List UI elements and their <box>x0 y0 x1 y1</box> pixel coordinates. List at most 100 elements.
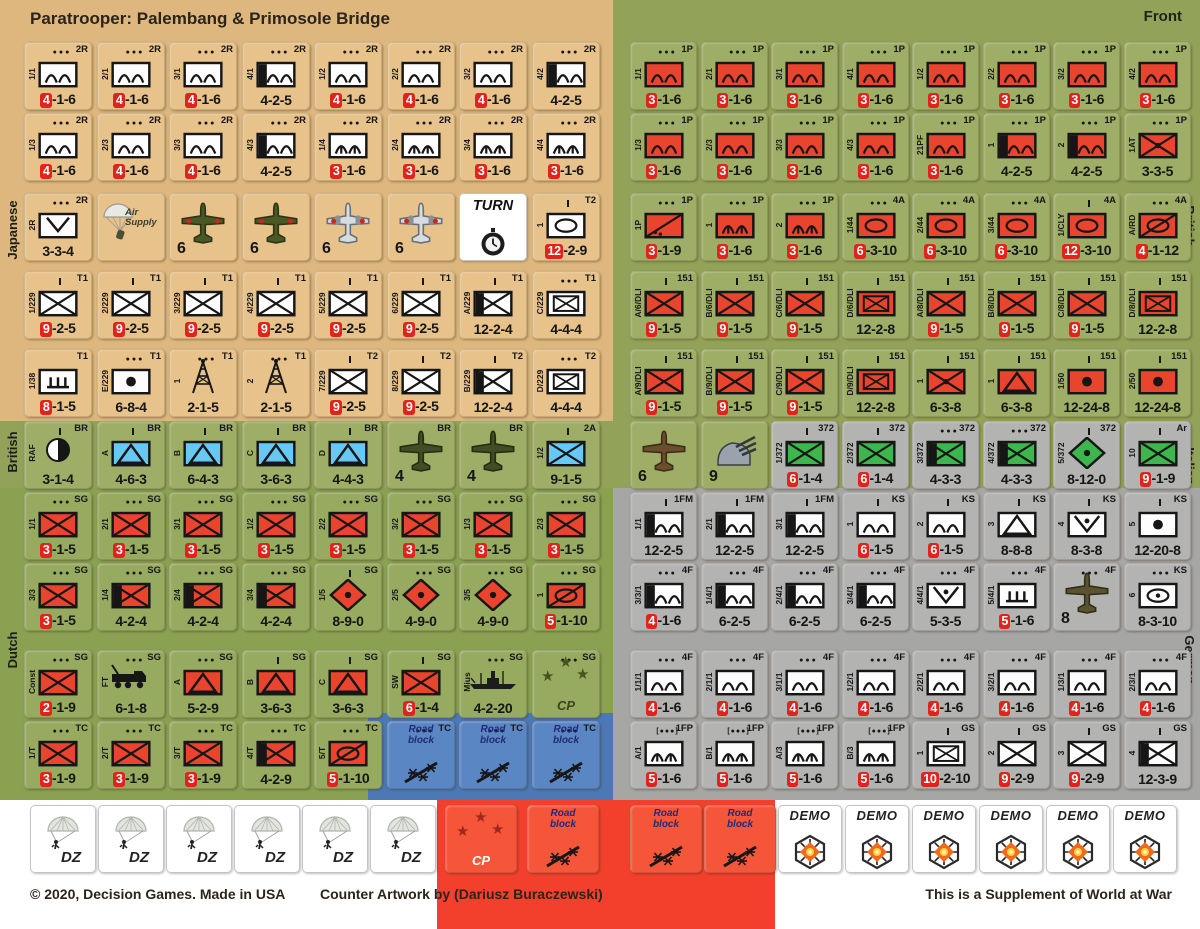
inf-symbol-icon <box>630 287 697 319</box>
size-marker <box>277 428 279 435</box>
counter-demo: DEMO <box>845 805 909 873</box>
size-marker <box>805 428 808 435</box>
size-marker: ●●● <box>487 657 507 664</box>
counter-8-229: 8/229 T2 9 -2-5 <box>387 349 455 417</box>
combat-values: 4-2-5 <box>1070 163 1103 179</box>
explosion-icon <box>912 834 976 870</box>
combat-values: 3 -1-5 <box>169 541 237 558</box>
demo-label: DEMO <box>789 808 831 823</box>
counter-3-1: 3/1 SG ●●● 3 -1-5 <box>169 492 237 560</box>
para-symbol-icon <box>97 129 165 161</box>
counter-3-372: 3/372 372 ●●● 4-3-3 <box>912 421 979 489</box>
para-symbol-icon <box>97 58 165 90</box>
formation-label: 1FM <box>745 494 764 505</box>
formation-label: 2A <box>583 423 596 434</box>
formation-label: SG <box>74 652 88 663</box>
counter-FT: FT SG ●●● 6-1-8 <box>97 650 165 718</box>
size-marker <box>1158 278 1161 285</box>
combat-values: 6 -3-10 <box>983 242 1050 259</box>
combat-values: 9 -2-5 <box>314 320 382 337</box>
twr-symbol-icon <box>169 357 237 397</box>
combat-values: 6 <box>250 240 259 257</box>
counter-2-3: 2/3 SG ●●● 3 -1-5 <box>532 492 600 560</box>
aa-symbol-icon <box>314 437 382 469</box>
formation-label: KS <box>961 494 975 505</box>
combat-values: 5-2-9 <box>187 700 219 716</box>
para-symbol-icon <box>771 579 838 611</box>
para-symbol-icon <box>771 58 838 90</box>
formation-label: SG <box>582 565 596 576</box>
atv-symbol-icon <box>912 579 979 611</box>
combat-values: 12-2-8 <box>1138 321 1177 337</box>
para-symbol-icon <box>630 129 697 161</box>
size-marker: ●●● <box>658 200 677 207</box>
formation-label: SG <box>437 565 451 576</box>
combat-values: 6-2-5 <box>788 613 821 629</box>
counter-2-1: 2/1 1FM 12-2-5 <box>701 492 768 560</box>
size-marker <box>876 278 879 285</box>
counter-pln: 4F ●●● 8 <box>1053 563 1120 631</box>
dz-parachute-icon <box>302 809 368 853</box>
formation-label: 372 <box>959 423 975 434</box>
trk-symbol-icon <box>97 658 165 694</box>
size-marker: ●●● <box>1011 200 1030 207</box>
formation-label: 2R <box>75 115 88 126</box>
star-icon: ★ <box>576 666 590 683</box>
size-marker: ●●● <box>270 49 290 56</box>
formation-label: SG <box>364 565 378 576</box>
size-marker: ●●● <box>342 499 362 506</box>
counter-6: 6 KS ●●● 8-3-10 <box>1124 563 1191 631</box>
size-marker <box>1017 499 1020 506</box>
rec-symbol-icon <box>314 737 382 769</box>
combat-values: 6-3-8 <box>1000 399 1033 415</box>
combat-values: 4 -1-6 <box>169 162 237 179</box>
counter-1: 1 151 6-3-8 <box>983 349 1050 417</box>
inf-symbol-icon <box>97 508 165 540</box>
inf-symbol-icon <box>242 579 310 611</box>
size-marker: ●●● <box>487 120 507 127</box>
formation-label: TC <box>220 723 233 734</box>
counter-A: A BR 4-6-3 <box>97 421 165 489</box>
inf-symbol-icon <box>169 508 237 540</box>
combat-values: 4 -1-6 <box>1124 699 1191 716</box>
counter-2-5: 2/5 SG ●●● 4-9-0 <box>387 563 455 631</box>
combat-values: 12-2-5 <box>644 542 683 558</box>
air-supply-label: Air Supply <box>125 207 157 229</box>
art-symbol-icon <box>97 365 165 397</box>
counter-C-6-DLI: C/6/DLI 151 9 -1-5 <box>771 271 838 339</box>
combat-values: 3 -1-9 <box>97 770 165 787</box>
formation-label: 4F <box>752 565 764 576</box>
moon-symbol-icon <box>24 429 92 469</box>
counter-1-1: 1/1 2R ●●● 4 -1-6 <box>24 42 92 110</box>
formation-label: 4F <box>963 652 975 663</box>
combat-values: 4-2-9 <box>260 771 292 787</box>
para-symbol-icon <box>912 129 979 161</box>
dz-parachute-icon <box>30 809 96 853</box>
para-symbol-icon <box>532 58 600 90</box>
para-symbol-icon <box>630 579 697 611</box>
formation-label: 151 <box>889 351 905 362</box>
formation-label: 1P <box>1175 115 1187 126</box>
size-marker <box>1017 728 1020 735</box>
para-symbol-icon <box>169 58 237 90</box>
combat-values: 3 -1-6 <box>459 162 527 179</box>
formation-label: SG <box>364 494 378 505</box>
counter-1-38: 1/38 T1 8 -1-5 <box>24 349 92 417</box>
counter-1: 1 GS 10 -2-10 <box>912 721 979 789</box>
counter-RAF: RAF BR 3-1-4 <box>24 421 92 489</box>
infb-symbol-icon <box>912 737 979 769</box>
size-marker: ●●● <box>52 200 72 207</box>
counter-3-2: 3/2 SG ●●● 3 -1-5 <box>387 492 455 560</box>
size-marker <box>1017 356 1020 363</box>
size-marker: ●●● <box>1011 657 1030 664</box>
gun-symbol-icon <box>701 429 768 471</box>
formation-label: SG <box>509 652 523 663</box>
combat-values: 5-3-5 <box>929 613 962 629</box>
counter-2-44: 2/44 4A ●●● 6 -3-10 <box>912 193 979 261</box>
para-symbol-icon <box>242 58 310 90</box>
combat-values: 4 <box>467 468 476 485</box>
size-marker <box>1087 499 1090 506</box>
inf-symbol-icon <box>169 737 237 769</box>
formation-label: 151 <box>1171 273 1187 284</box>
size-marker: ●●● <box>870 120 889 127</box>
